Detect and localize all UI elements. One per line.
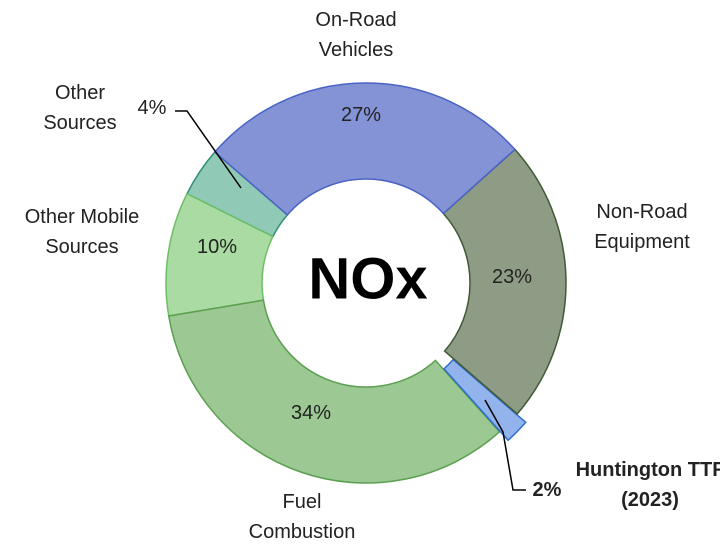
donut-slice — [442, 148, 567, 416]
value-label: 4% — [137, 97, 167, 119]
leader-line — [175, 110, 242, 189]
slice-label: Fuel Combustion — [248, 491, 356, 543]
donut-slice — [442, 358, 527, 442]
donut-slice — [167, 299, 501, 484]
value-label: 10% — [196, 236, 238, 258]
slice-label: Non-Road Equipment — [594, 201, 690, 253]
slice-label: On-Road Vehicles — [315, 9, 397, 61]
value-label: 34% — [290, 402, 332, 424]
chart-title: NOx — [308, 246, 427, 311]
value-label: 2% — [532, 479, 562, 501]
value-label: 27% — [340, 104, 382, 126]
donut-slice — [165, 192, 274, 317]
slice-label: Other Sources — [43, 82, 117, 134]
leader-line — [484, 399, 526, 491]
slice-label: Other Mobile Sources — [24, 206, 140, 258]
donut-slice — [213, 82, 516, 216]
value-label: 23% — [491, 266, 533, 288]
slice-label: Huntington TTF (2023) — [575, 459, 720, 511]
